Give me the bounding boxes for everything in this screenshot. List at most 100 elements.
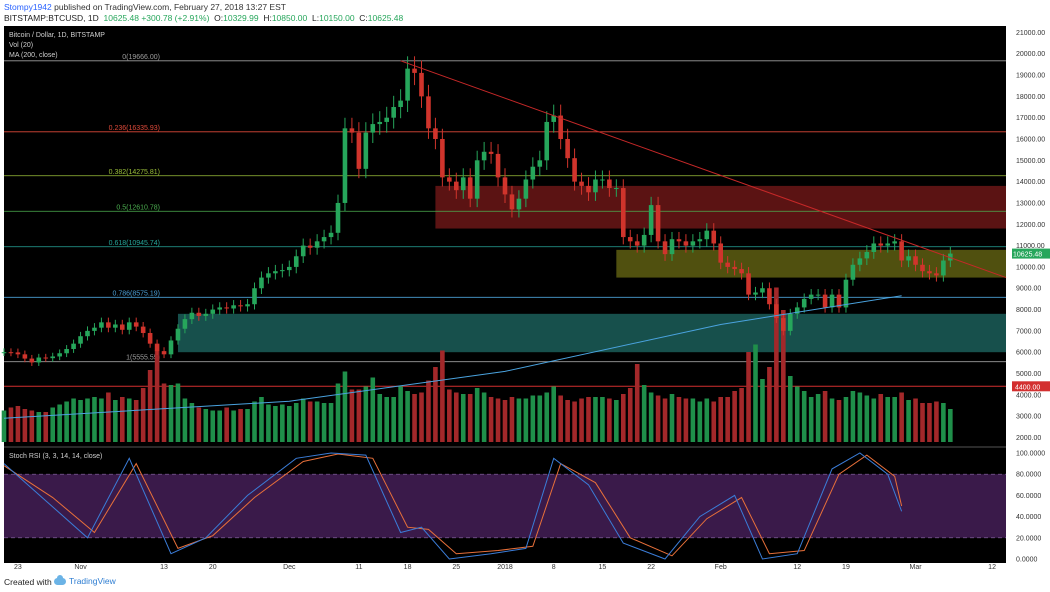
candle	[433, 128, 438, 139]
candle	[321, 237, 327, 242]
candle	[794, 307, 800, 314]
stoch-tick-label: 40.0000	[1016, 514, 1041, 521]
x-tick-label: 11	[355, 564, 362, 571]
candle	[683, 241, 689, 246]
candle	[934, 273, 939, 276]
candle	[690, 241, 696, 246]
publish-text: published on TradingView.com, February 2…	[51, 2, 286, 12]
candle	[238, 305, 243, 307]
y-tick-label: 18000.00	[1016, 94, 1045, 101]
candle	[273, 271, 278, 274]
volume-bar	[419, 392, 424, 442]
volume-bar	[655, 395, 661, 442]
x-tick-label: 23	[14, 564, 22, 571]
volume-bar	[224, 407, 229, 442]
candle	[871, 243, 877, 252]
volume-bar	[161, 383, 167, 442]
volume-bar	[600, 397, 605, 442]
fib-label-0.382: 0.382(14275.81)	[109, 169, 160, 176]
candle	[544, 121, 550, 161]
volume-bar	[293, 403, 299, 442]
volume-bar	[794, 386, 800, 442]
candle	[168, 340, 174, 355]
volume-bar	[753, 344, 758, 442]
tradingview-link[interactable]: TradingView	[54, 574, 116, 586]
candle	[307, 245, 313, 248]
candle	[864, 251, 870, 259]
candle	[906, 256, 911, 261]
volume-bar	[43, 412, 49, 442]
volume-bar	[718, 397, 724, 442]
stoch-tick-label: 60.0000	[1016, 493, 1041, 500]
volume-bar	[676, 397, 682, 442]
candle	[440, 138, 445, 178]
volume-bar	[92, 397, 97, 442]
volume-bar	[488, 397, 494, 442]
volume-bar	[732, 391, 737, 442]
zone-1	[616, 249, 1006, 278]
candle	[579, 181, 584, 186]
resistance-trendline	[400, 60, 1007, 279]
candle	[843, 279, 849, 308]
volume-bar	[906, 400, 911, 442]
y-tick-label: 16000.00	[1016, 136, 1045, 143]
volume-bar	[746, 352, 751, 442]
candle	[551, 115, 557, 122]
volume-bar	[593, 397, 598, 442]
chart-header: Stompy1942 published on TradingView.com,…	[0, 0, 1050, 26]
candle	[57, 353, 62, 357]
volume-bar	[384, 397, 390, 442]
volume-bar	[196, 407, 202, 442]
fib-label-0.618: 0.618(10945.74)	[109, 240, 160, 247]
volume-bar	[683, 398, 689, 442]
candle	[481, 151, 487, 161]
candle	[224, 307, 229, 309]
candle	[335, 202, 341, 233]
candle	[614, 188, 619, 190]
volume-bar	[850, 391, 856, 442]
volume-bar	[857, 392, 863, 442]
candle	[147, 333, 153, 344]
legend-title: Bitcoin / Dollar, 1D, BITSTAMP	[9, 32, 105, 39]
volume-bar	[440, 350, 445, 442]
volume-bar	[342, 371, 348, 442]
volume-bar	[106, 392, 111, 442]
volume-bar	[391, 397, 396, 442]
candle	[1, 352, 7, 354]
y-tick-label: 5000.00	[1016, 371, 1041, 378]
candle	[767, 288, 772, 305]
volume-bar	[335, 383, 341, 442]
candle	[300, 245, 306, 257]
volume-bar	[126, 398, 132, 442]
volume-bar	[509, 397, 515, 442]
price-chart[interactable]: 0(19666.00) 0.236(16335.93) 0.382(14275.81…	[0, 26, 1050, 572]
candle	[161, 351, 167, 355]
volume-bar	[607, 398, 612, 442]
stoch-tick-label: 80.0000	[1016, 472, 1041, 479]
volume-bar	[627, 388, 633, 442]
open-label: O:	[214, 13, 224, 23]
volume-bar	[78, 400, 83, 442]
candle	[648, 205, 654, 235]
candle	[280, 270, 285, 272]
candle	[558, 115, 563, 139]
author-link[interactable]: Stompy1942	[4, 2, 52, 12]
x-tick-label: 12	[988, 564, 996, 571]
candle	[815, 294, 821, 296]
candle	[899, 241, 904, 261]
time-axis-area	[0, 563, 1006, 572]
volume-bar	[349, 389, 355, 442]
candle	[669, 239, 675, 255]
y-tick-label: 4000.00	[1016, 392, 1041, 399]
candle	[314, 241, 320, 248]
candle	[948, 253, 953, 261]
volume-bar	[614, 400, 619, 442]
candle	[50, 356, 56, 359]
candle	[119, 324, 125, 330]
volume-bar	[697, 401, 703, 442]
x-tick-label: 13	[160, 564, 168, 571]
volume-bar	[711, 401, 717, 442]
x-tick-label: 18	[404, 564, 412, 571]
publish-info: Stompy1942 published on TradingView.com,…	[4, 2, 286, 12]
symbol-label: BITSTAMP:BTCUSD, 1D	[4, 13, 99, 23]
